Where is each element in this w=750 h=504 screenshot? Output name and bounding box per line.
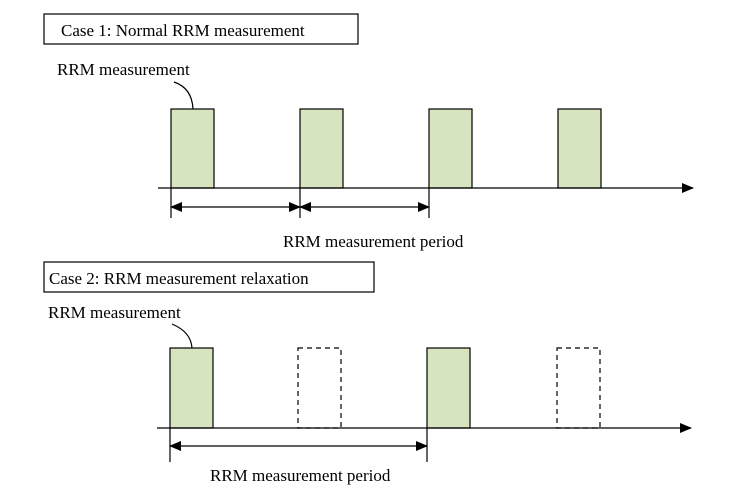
case1-callout-line — [173, 81, 194, 110]
case2-period-label: RRM measurement period — [210, 466, 391, 485]
case1-title-box — [43, 13, 359, 45]
case2-block-4 — [556, 347, 601, 429]
case2-block-1 — [169, 347, 214, 429]
case2-callout-label: RRM measurement — [48, 303, 181, 322]
case1-title: Case 1: Normal RRM measurement — [61, 21, 305, 40]
case2-section: Case 2: RRM measurement relaxation RRM m… — [43, 261, 692, 485]
case2-title: Case 2: RRM measurement relaxation — [49, 269, 309, 288]
case1-block-3 — [428, 108, 473, 189]
case2-callout-line — [171, 323, 193, 349]
case1-block-4 — [557, 108, 602, 189]
case2-block-3 — [426, 347, 471, 429]
case2-title-box — [43, 261, 375, 293]
case1-callout-label: RRM measurement — [57, 60, 190, 79]
case1-section: Case 1: Normal RRM measurement RRM measu… — [43, 13, 694, 251]
case1-block-1 — [170, 108, 215, 189]
case1-period-label: RRM measurement period — [283, 232, 464, 251]
case1-block-2 — [299, 108, 344, 189]
case2-block-2 — [297, 347, 342, 429]
